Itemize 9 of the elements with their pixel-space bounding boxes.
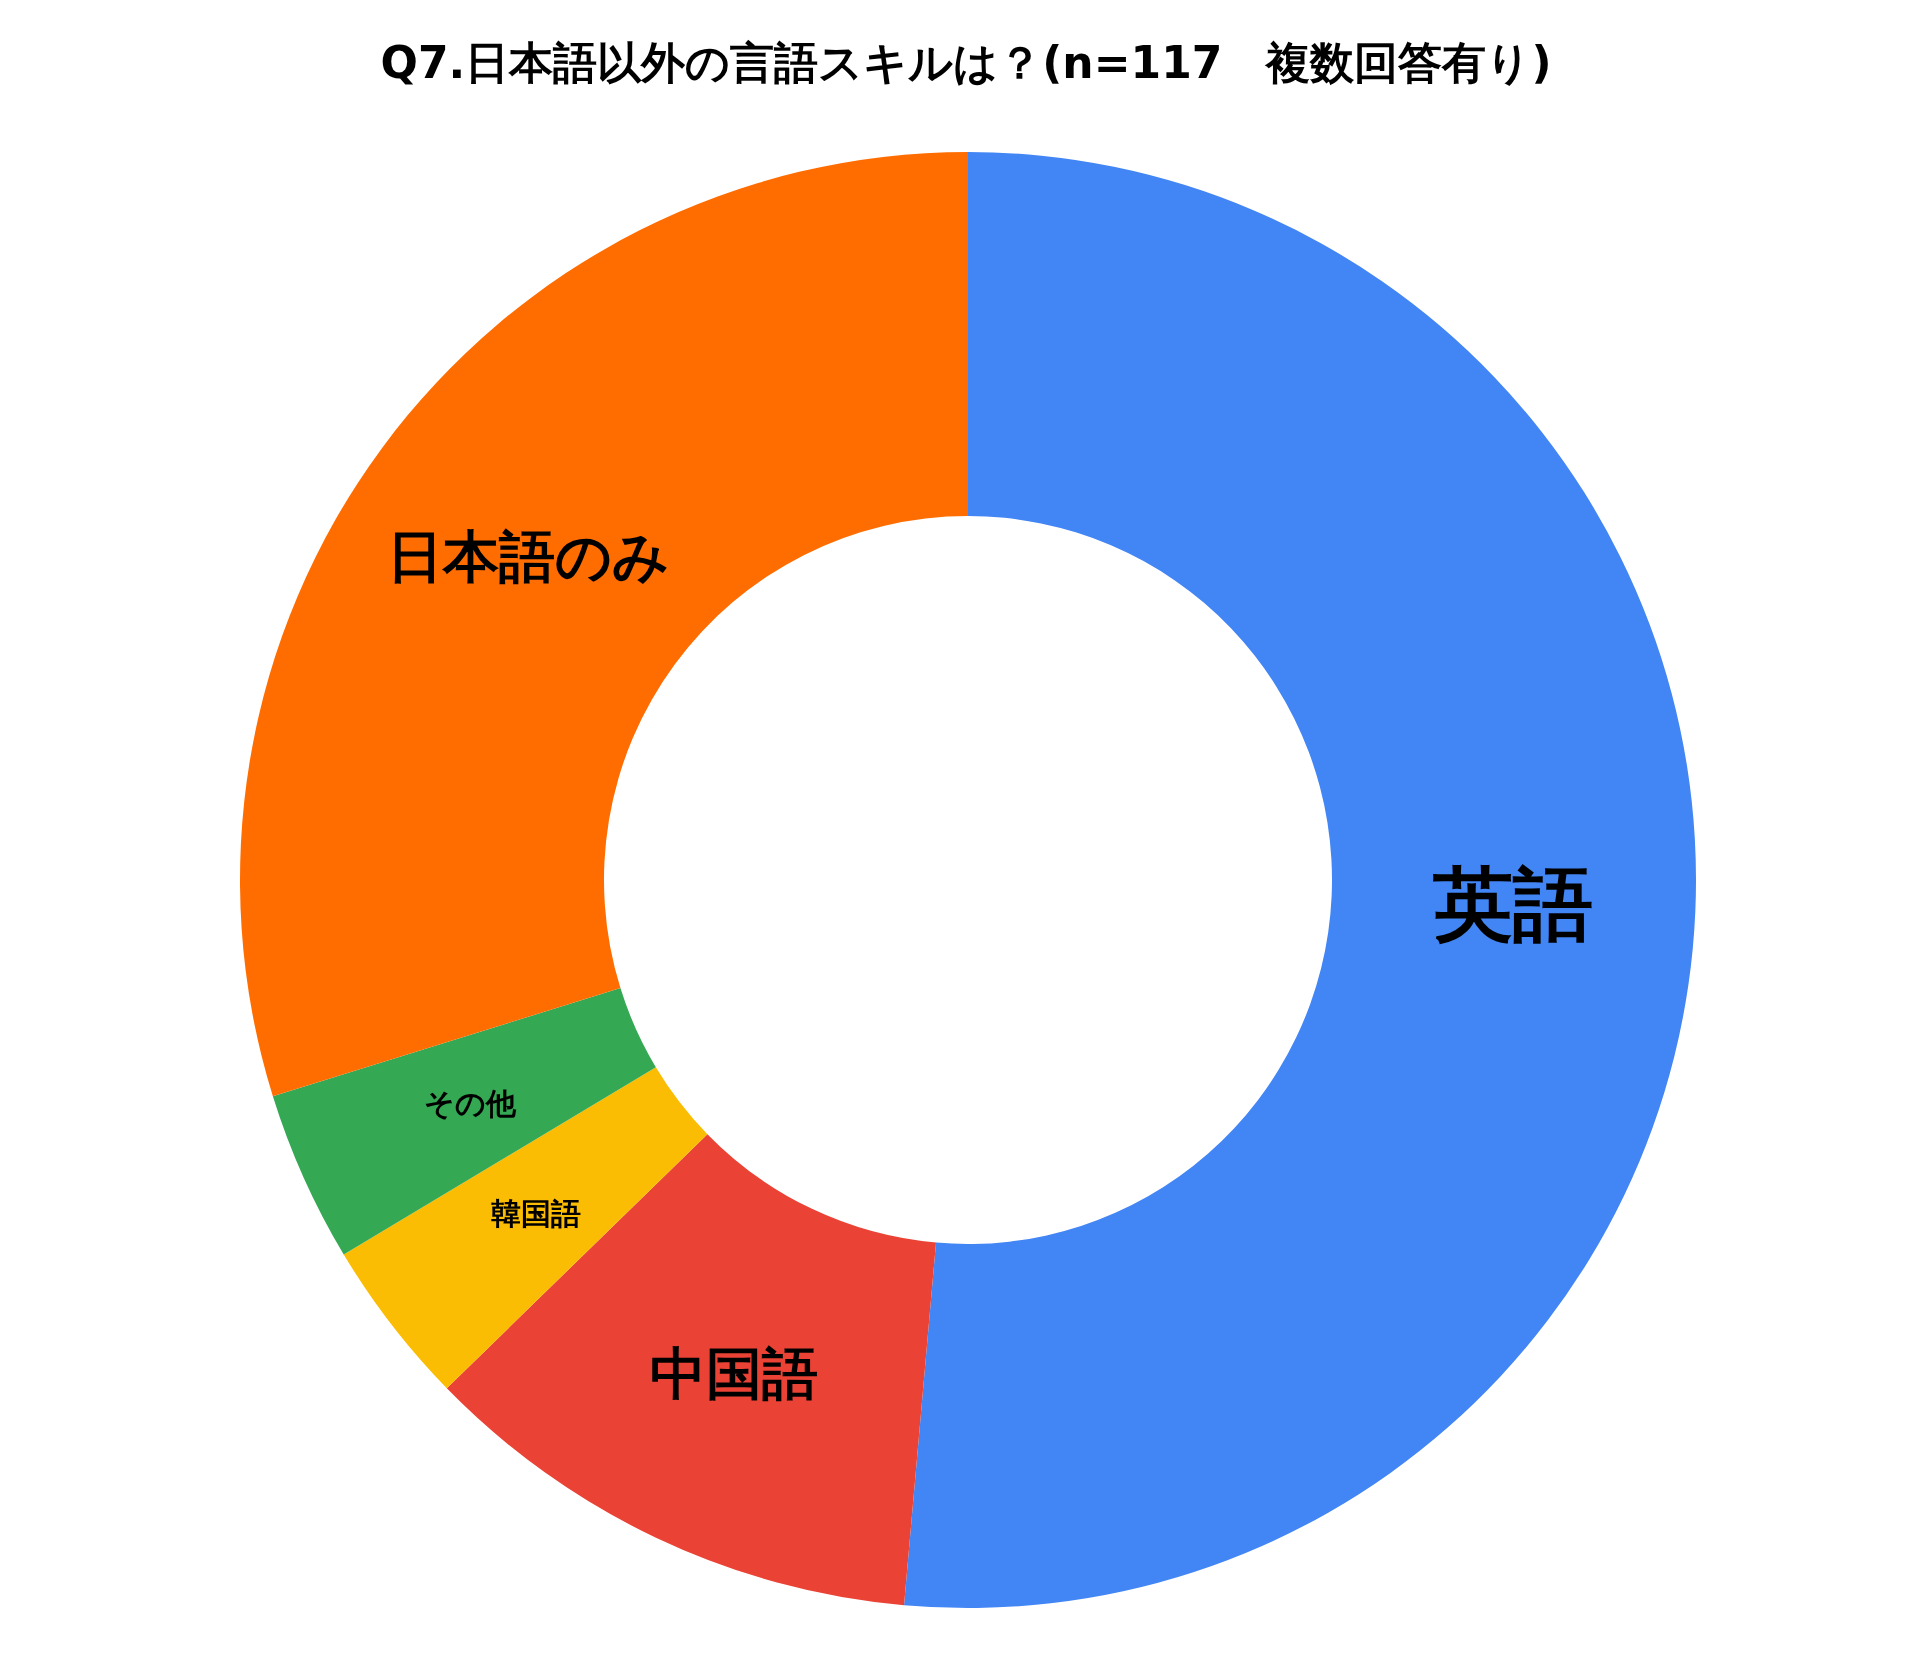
donut-slice bbox=[446, 1134, 937, 1606]
donut-slice bbox=[904, 152, 1696, 1608]
slice-label: 日本語のみ bbox=[387, 523, 670, 589]
slice-label: 英語 bbox=[1432, 858, 1594, 952]
chart-title: Q7.日本語以外の言語スキルは？(n=117 複数回答有り) bbox=[380, 37, 1552, 88]
slice-label: その他 bbox=[423, 1085, 517, 1121]
donut-slice bbox=[272, 988, 656, 1255]
slice-label: 韓国語 bbox=[490, 1195, 581, 1231]
slice-label: 中国語 bbox=[649, 1340, 818, 1406]
